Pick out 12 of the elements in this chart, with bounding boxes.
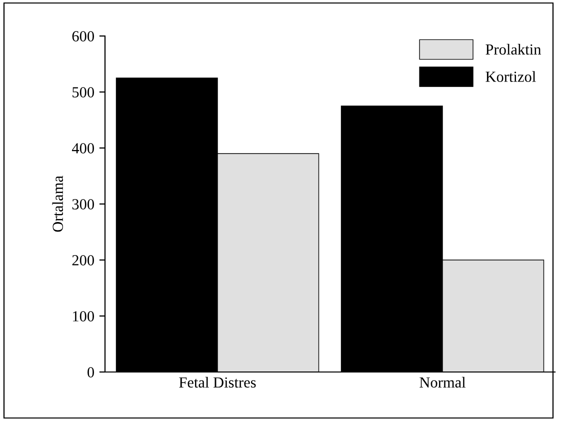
legend-label: Kortizol	[486, 71, 536, 82]
y-tick-label: 100	[73, 311, 94, 322]
y-tick-label: 200	[72, 255, 94, 266]
y-tick-label: 600	[72, 31, 94, 42]
y-tick-label: 400	[72, 143, 94, 154]
y-tick-label: 500	[72, 87, 94, 98]
y-tick-label: 0	[88, 367, 94, 378]
y-tick-label: 300	[72, 199, 94, 210]
y-axis-title: Ortalama	[52, 176, 64, 232]
x-tick-label: Fetal Distres	[179, 376, 256, 388]
x-tick-label: Normal	[420, 376, 466, 388]
legend-label: Prolaktin	[486, 44, 542, 55]
